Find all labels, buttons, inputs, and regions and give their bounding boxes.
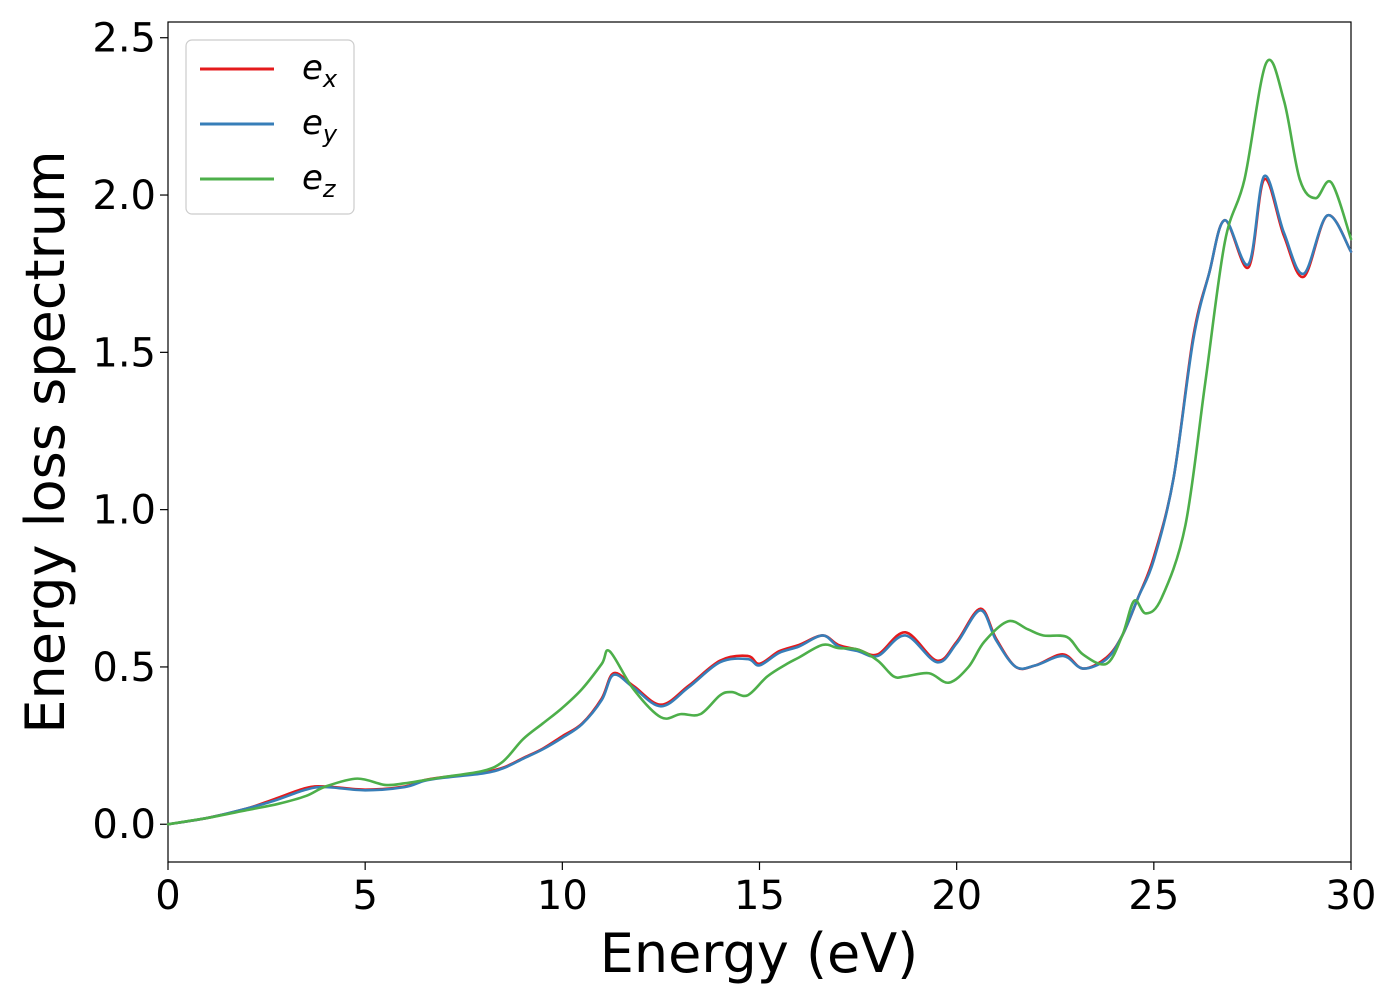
x-axis: 0 5 10 15 20 25 30 xyxy=(155,862,1376,919)
x-tick-label: 20 xyxy=(931,873,982,919)
series-line-z xyxy=(166,58,1353,826)
y-tick-label: 2.5 xyxy=(92,16,156,62)
legend-label-y: ey xyxy=(302,103,338,148)
y-tick-label: 0.5 xyxy=(92,645,156,691)
y-tick-label: 1.5 xyxy=(92,330,156,376)
x-tick-label: 15 xyxy=(734,873,785,919)
series-line-y xyxy=(166,174,1353,826)
series-line-x xyxy=(166,177,1353,826)
x-tick-label: 5 xyxy=(352,873,377,919)
y-axis-title: Energy loss spectrum xyxy=(14,150,77,733)
legend-label-x: ex xyxy=(302,48,338,93)
y-axis: 0.0 0.5 1.0 1.5 2.0 2.5 xyxy=(92,16,168,848)
y-tick-label: 2.0 xyxy=(92,173,156,219)
legend-box xyxy=(185,39,355,215)
series-layer xyxy=(166,58,1353,826)
x-axis-title: Energy (eV) xyxy=(600,922,919,985)
x-tick-label: 30 xyxy=(1326,873,1377,919)
x-tick-label: 10 xyxy=(537,873,588,919)
x-tick-label: 25 xyxy=(1128,873,1179,919)
legend: ex ey ez xyxy=(185,39,355,215)
legend-label-z: ez xyxy=(302,158,337,203)
y-tick-label: 1.0 xyxy=(92,488,156,534)
y-tick-label: 0.0 xyxy=(92,802,156,848)
x-tick-label: 0 xyxy=(155,873,180,919)
